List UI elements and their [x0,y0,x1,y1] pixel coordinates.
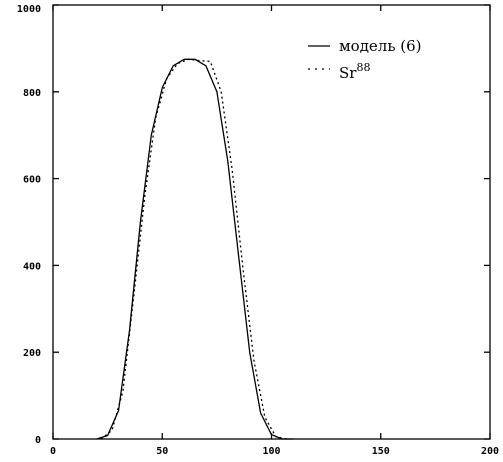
series-line-1 [100,58,287,440]
x-tick-label-50: 50 [156,446,168,457]
x-tick-label-100: 100 [262,446,280,457]
series-line-0 [96,58,294,440]
legend-label-sr: Sr88 [339,61,370,82]
x-tick-label-150: 150 [372,446,390,457]
axis-ticks: 0 50 100 150 200 0 200 400 600 800 1000 [17,4,499,457]
legend-label-sr-mass: 88 [356,61,370,74]
y-tick-label-200: 200 [23,348,41,359]
y-tick-label-800: 800 [23,88,41,99]
legend: модель (6) Sr88 [308,37,422,82]
plot-frame [52,4,491,440]
x-tick-label-200: 200 [481,446,499,457]
y-tick-label-600: 600 [23,175,41,186]
x-tick-label-0: 0 [50,446,56,457]
y-tick-label-400: 400 [23,261,41,272]
y-tick-label-1000: 1000 [17,4,41,15]
y-tick-label-0: 0 [35,435,41,446]
legend-label-sr-element: Sr [339,64,357,82]
legend-label-model: модель (6) [339,37,422,55]
series-layer [96,58,294,440]
